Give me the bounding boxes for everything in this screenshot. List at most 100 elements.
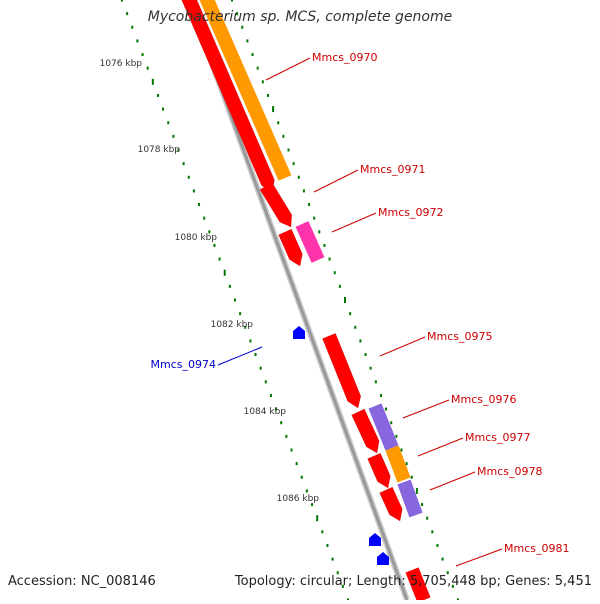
minor-tick [287, 148, 290, 152]
minor-tick [136, 39, 139, 43]
minor-tick [172, 134, 175, 138]
cds-reverse-2 [377, 552, 389, 565]
minor-tick [331, 557, 334, 561]
minor-tick [141, 53, 144, 57]
minor-tick [261, 80, 264, 84]
cds-mmcs-0977 [367, 452, 391, 489]
minor-tick [251, 53, 254, 57]
minor-tick [264, 380, 267, 384]
minor-tick [244, 325, 247, 329]
topology-summary: Topology: circular; Length: 5,705,448 bp… [234, 574, 592, 589]
minor-tick [300, 475, 303, 479]
minor-tick [333, 271, 336, 275]
minor-tick [421, 503, 424, 507]
tick-track-outer [231, 0, 459, 602]
minor-tick [187, 175, 190, 179]
minor-tick [228, 284, 231, 288]
minor-tick [241, 25, 244, 29]
cog-bar-mmcs-0978 [397, 479, 423, 518]
major-tick [272, 106, 275, 113]
scale-label-1082: 1082 kbp [211, 320, 254, 330]
cds-mmcs-0978 [379, 486, 403, 522]
minor-tick [410, 475, 413, 479]
cds-reverse-1 [369, 533, 381, 546]
minor-tick [451, 584, 454, 588]
gene-label-mmcs-0975: Mmcs_0975 [427, 330, 492, 343]
minor-tick [292, 162, 295, 166]
minor-tick [254, 353, 257, 357]
minor-tick [231, 0, 233, 2]
minor-tick [302, 189, 305, 193]
minor-tick [290, 448, 293, 452]
cog-bar-mmcs-0970 [199, 0, 292, 181]
major-tick [316, 515, 319, 522]
minor-tick [349, 312, 352, 316]
accession-label: Accession: NC_008146 [8, 574, 156, 589]
minor-tick [364, 353, 367, 357]
minor-tick [431, 530, 434, 534]
leader-mmcs-0970 [265, 57, 311, 81]
leader-mmcs-0977 [417, 437, 464, 457]
minor-tick [239, 312, 242, 316]
minor-tick [167, 121, 170, 125]
gene-features [181, 0, 503, 603]
tick-marks [121, 0, 459, 602]
cds-mmcs-0975 [322, 333, 362, 409]
minor-tick [341, 584, 344, 588]
major-tick [223, 269, 226, 276]
minor-tick [436, 543, 439, 547]
cds-mmcs-0972 [278, 228, 303, 267]
minor-tick [338, 284, 341, 288]
leader-mmcs-0976 [402, 399, 450, 419]
minor-tick [305, 489, 308, 493]
scale-label-1076: 1076 kbp [100, 59, 143, 69]
leader-mmcs-0975 [379, 336, 426, 357]
minor-tick [277, 121, 280, 125]
cog-bar-mmcs-0976 [368, 403, 399, 451]
minor-tick [359, 339, 362, 343]
minor-tick [218, 257, 221, 261]
minor-tick [313, 216, 316, 220]
minor-tick [297, 175, 300, 179]
minor-tick [295, 462, 298, 466]
minor-tick [177, 148, 180, 152]
minor-tick [336, 571, 339, 575]
minor-tick [328, 257, 331, 261]
minor-tick [131, 25, 134, 29]
minor-tick [323, 243, 326, 247]
minor-tick [405, 462, 408, 466]
leader-mmcs-0978 [429, 471, 476, 491]
minor-tick [308, 203, 311, 207]
minor-tick [395, 434, 398, 438]
minor-tick [282, 134, 285, 138]
minor-tick [285, 434, 288, 438]
map-title: Mycobacterium sp. MCS, complete genome [147, 9, 453, 25]
minor-tick [213, 243, 216, 247]
minor-tick [269, 393, 272, 397]
scale-label-1086: 1086 kbp [277, 494, 320, 504]
cog-bar-mmcs-0977 [385, 445, 411, 483]
minor-tick [369, 366, 372, 370]
minor-tick [162, 107, 165, 111]
minor-tick [426, 516, 429, 520]
minor-tick [256, 66, 259, 70]
minor-tick [121, 0, 123, 2]
gene-label-mmcs-0972: Mmcs_0972 [378, 206, 443, 219]
minor-tick [318, 230, 321, 234]
minor-tick [275, 407, 278, 411]
minor-tick [146, 66, 149, 70]
minor-tick [249, 339, 252, 343]
minor-tick [385, 407, 388, 411]
minor-tick [280, 421, 283, 425]
scale-label-1080: 1080 kbp [175, 233, 218, 243]
minor-tick [266, 93, 269, 97]
minor-tick [400, 448, 403, 452]
cds-mmcs-0981 [405, 567, 431, 603]
minor-tick [354, 325, 357, 329]
gene-label-mmcs-0971: Mmcs_0971 [360, 163, 425, 176]
tick-track-inner [121, 0, 349, 602]
major-tick [415, 487, 418, 494]
gene-label-mmcs-0976: Mmcs_0976 [451, 393, 516, 406]
